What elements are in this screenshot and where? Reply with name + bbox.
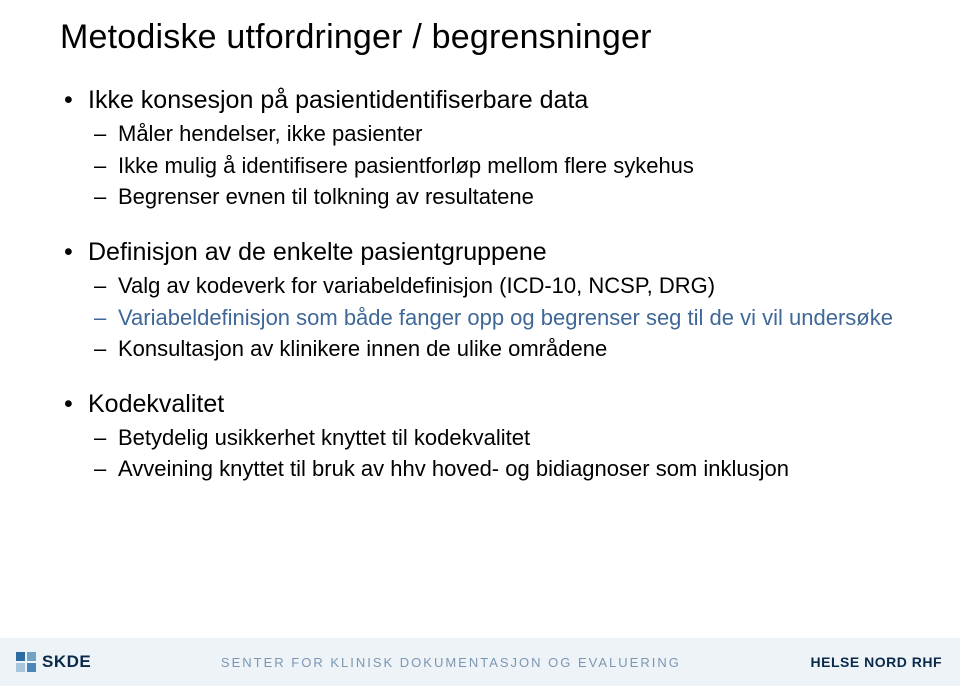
slide-title: Metodiske utfordringer / begrensninger (60, 18, 910, 57)
logo-squares-icon (16, 652, 36, 672)
bullet-text: Definisjon av de enkelte pasientgruppene (88, 238, 547, 266)
sub-item: Begrenser evnen til tolkning av resultat… (88, 183, 910, 211)
logo-square (27, 663, 36, 672)
sub-list: Måler hendelser, ikke pasienter Ikke mul… (88, 120, 910, 211)
bullet-list: Ikke konsesjon på pasientidentifiserbare… (60, 85, 910, 483)
footer-logo-text: SKDE (42, 652, 91, 672)
sub-item: Måler hendelser, ikke pasienter (88, 120, 910, 148)
footer-center-text: SENTER FOR KLINISK DOKUMENTASJON OG EVAL… (91, 655, 810, 670)
bullet-item: Kodekvalitet Betydelig usikkerhet knytte… (60, 389, 910, 483)
sub-list: Valg av kodeverk for variabeldefinisjon … (88, 272, 910, 363)
logo-square (16, 663, 25, 672)
sub-item: Ikke mulig å identifisere pasientforløp … (88, 152, 910, 180)
sub-item: Valg av kodeverk for variabeldefinisjon … (88, 272, 910, 300)
footer-bar: SKDE SENTER FOR KLINISK DOKUMENTASJON OG… (0, 638, 960, 686)
sub-item: Konsultasjon av klinikere innen de ulike… (88, 335, 910, 363)
bullet-item: Definisjon av de enkelte pasientgruppene… (60, 237, 910, 363)
sub-list: Betydelig usikkerhet knyttet til kodekva… (88, 424, 910, 483)
bullet-item: Ikke konsesjon på pasientidentifiserbare… (60, 85, 910, 211)
footer-logo: SKDE (16, 652, 91, 672)
sub-item-highlight: Variabeldefinisjon som både fanger opp o… (88, 304, 910, 332)
logo-square (27, 652, 36, 661)
slide-content: Metodiske utfordringer / begrensninger I… (0, 0, 960, 483)
footer-right-text: HELSE NORD RHF (811, 654, 942, 670)
bullet-text: Ikke konsesjon på pasientidentifiserbare… (88, 86, 588, 114)
bullet-text: Kodekvalitet (88, 390, 224, 418)
logo-square (16, 652, 25, 661)
slide: Metodiske utfordringer / begrensninger I… (0, 0, 960, 686)
sub-item: Avveining knyttet til bruk av hhv hoved-… (88, 455, 910, 483)
sub-item: Betydelig usikkerhet knyttet til kodekva… (88, 424, 910, 452)
